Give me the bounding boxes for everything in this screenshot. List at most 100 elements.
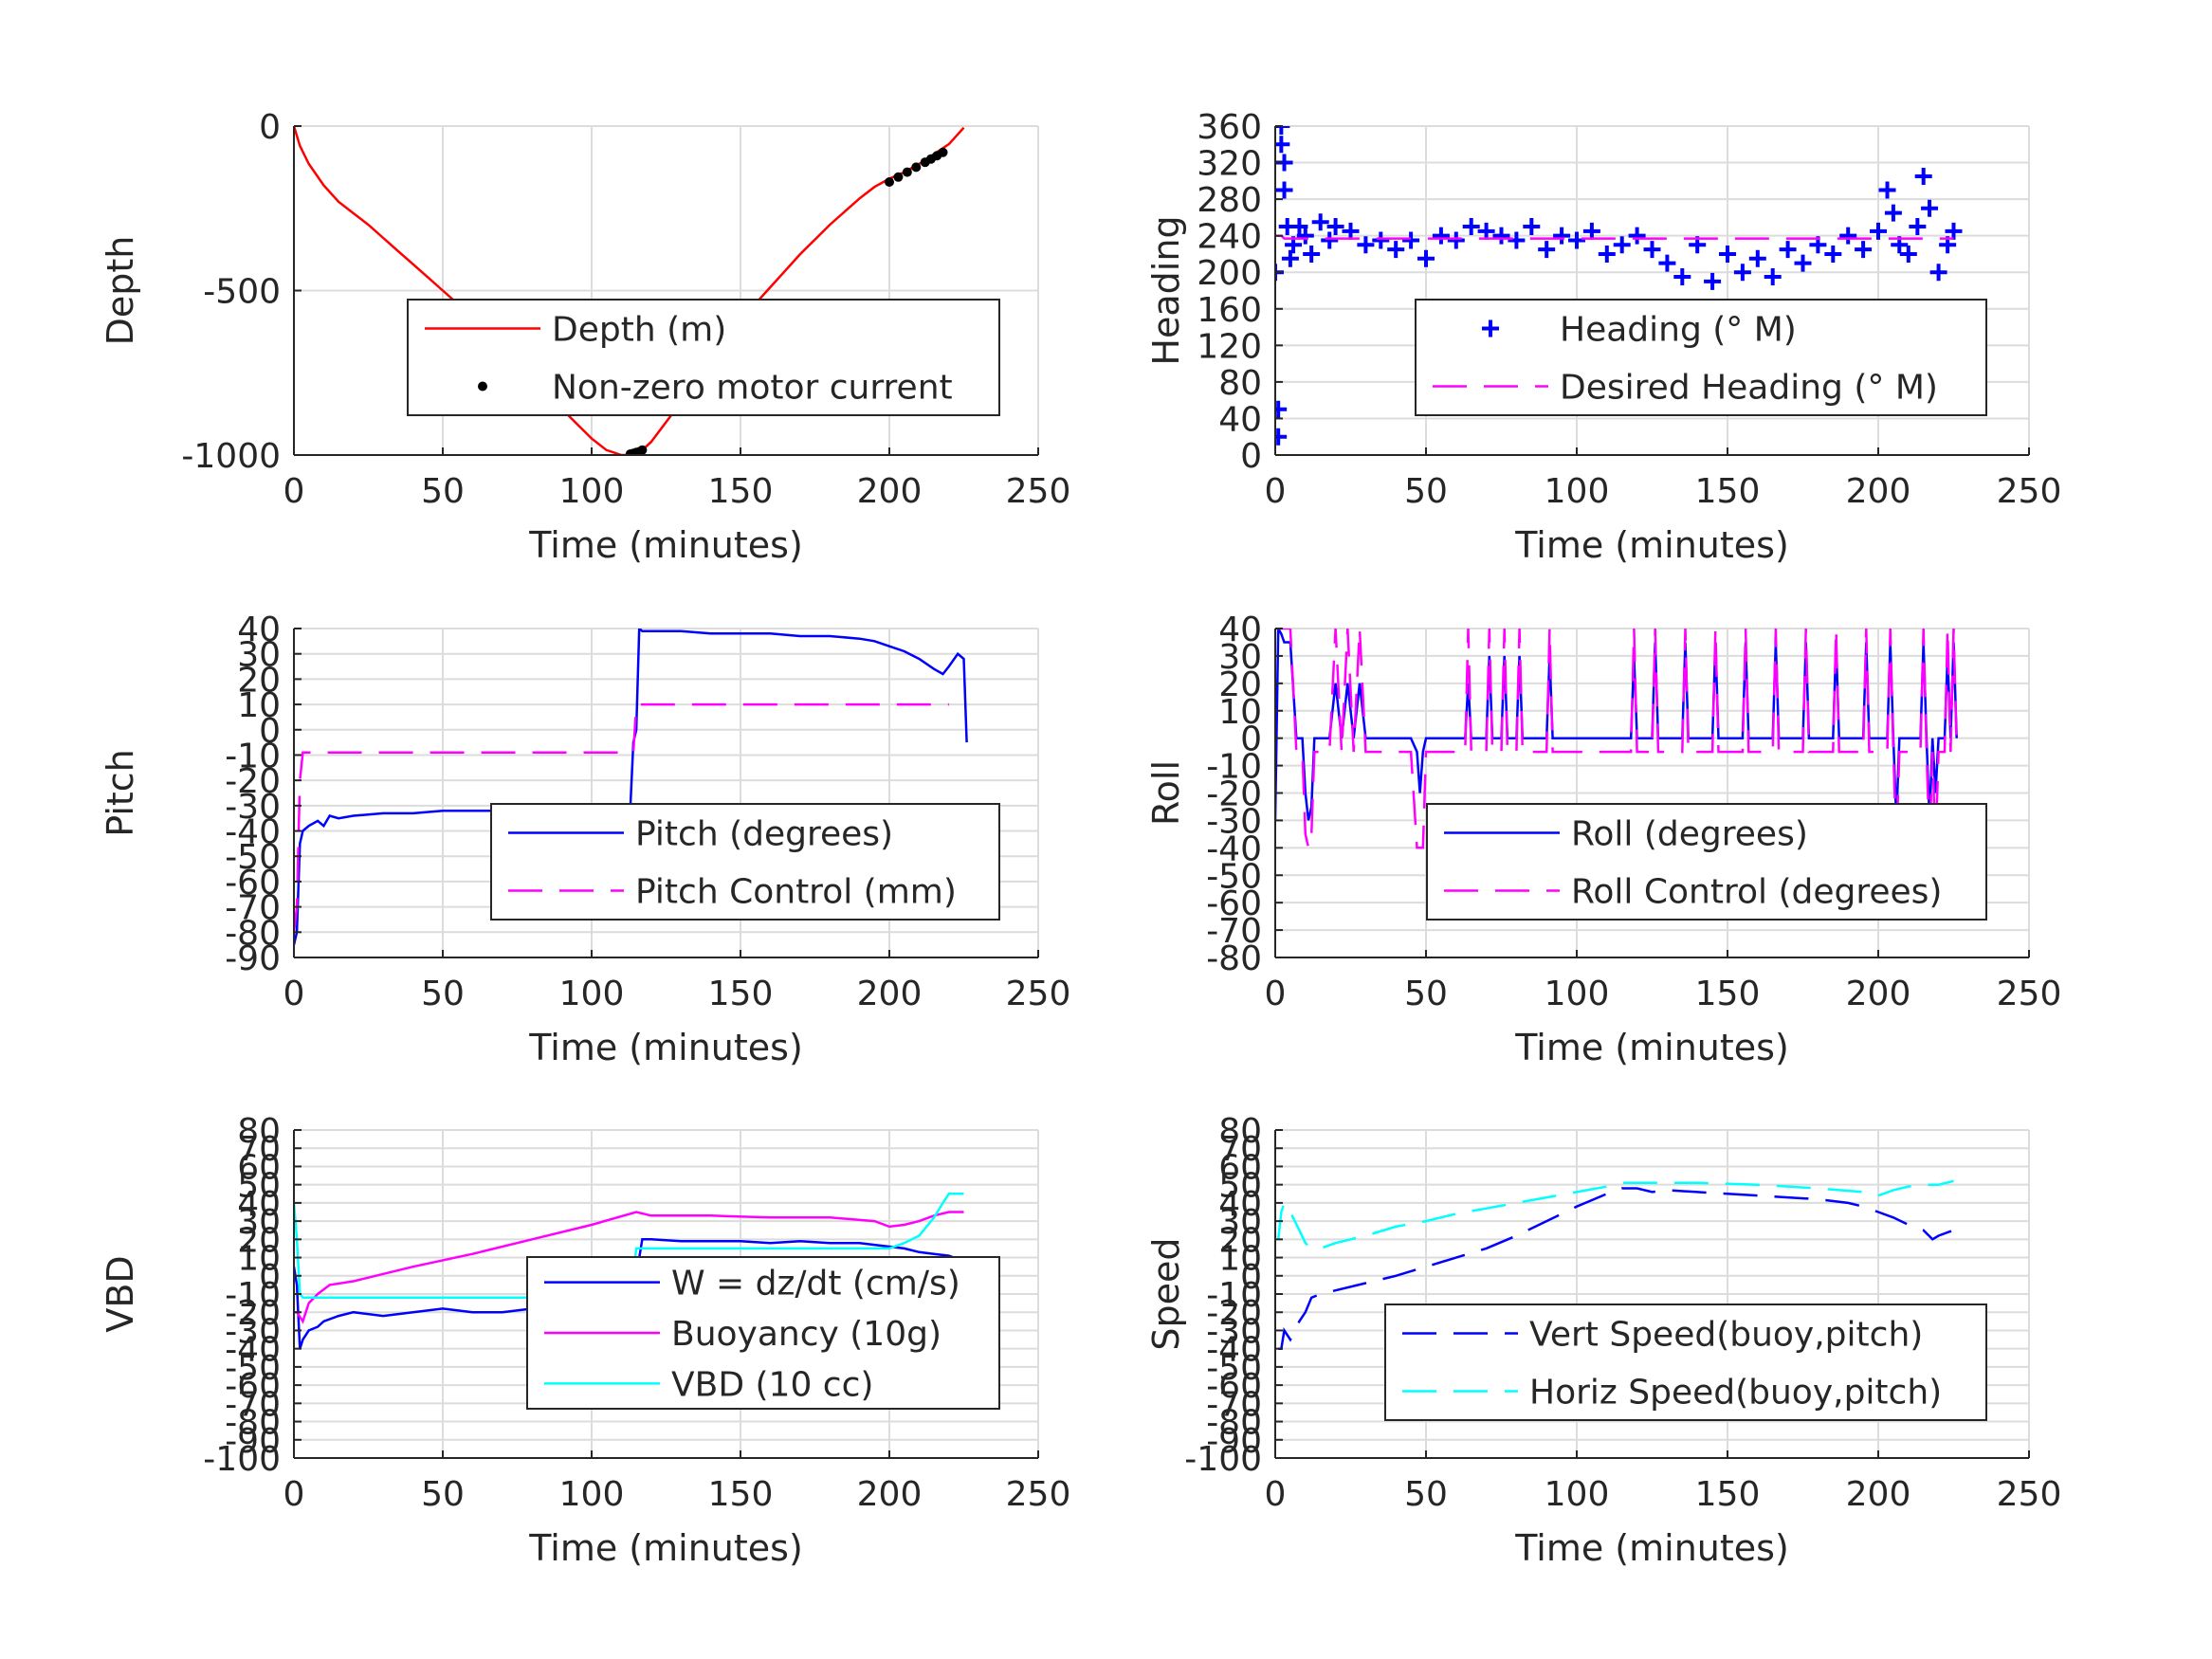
data-point: [1290, 218, 1308, 236]
y-tick-label: 30: [237, 636, 281, 675]
x-tick-label: 250: [1997, 975, 2062, 1013]
data-point: [1275, 181, 1293, 199]
y-tick-label: -10: [1206, 748, 1262, 787]
x-tick-label: 200: [857, 975, 923, 1013]
x-tick-label: 200: [857, 1475, 923, 1514]
y-tick-label: 0: [259, 712, 281, 751]
data-point: [1839, 227, 1857, 245]
legend-label: Pitch Control (mm): [635, 873, 957, 912]
legend-marker: [478, 381, 487, 392]
x-tick-label: 250: [1997, 472, 2062, 511]
y-tick-label: -80: [225, 1404, 281, 1443]
x-tick-label: 150: [1695, 472, 1761, 511]
y-axis-label: VBD: [100, 1255, 141, 1332]
y-tick-label: -60: [225, 864, 281, 902]
data-point: [1326, 218, 1344, 236]
x-axis-label: Time (minutes): [1514, 1027, 1789, 1068]
y-tick-label: 50: [1218, 1167, 1262, 1206]
y-tick-label: 40: [237, 1185, 281, 1224]
speed-legend: Vert Speed(buoy,pitch) Horiz Speed(buoy,p…: [1384, 1304, 1987, 1421]
data-point: [1855, 241, 1873, 259]
y-tick-label: -70: [1206, 912, 1262, 951]
data-point: [911, 162, 922, 173]
y-tick-label: -50: [225, 1349, 281, 1388]
data-point: [893, 172, 904, 182]
y-tick-label: 10: [237, 1240, 281, 1279]
y-tick-label: 0: [1240, 437, 1262, 476]
data-point: [885, 176, 894, 187]
data-point: [1432, 227, 1450, 245]
data-point: [1921, 199, 1939, 217]
data-point: [1417, 249, 1435, 267]
legend-label: Non-zero motor current: [552, 369, 953, 408]
y-tick-label: 80: [1218, 1112, 1262, 1151]
legend-label: VBD (10 cc): [671, 1365, 873, 1404]
y-tick-label: -50: [225, 838, 281, 877]
y-tick-label: 10: [237, 686, 281, 725]
depth-series-0-line: [294, 126, 965, 455]
y-tick-label: -40: [1206, 1331, 1262, 1370]
y-tick-label: -60: [1206, 884, 1262, 923]
data-point: [1402, 231, 1420, 249]
pitch-chart: 0 50 100 150 200 250-90-80-70-60-50-40-30-20-…: [100, 611, 1070, 1068]
x-tick-label: 50: [1404, 975, 1448, 1013]
y-tick-label: -70: [225, 1385, 281, 1424]
x-tick-label: 100: [559, 975, 625, 1013]
y-tick-label: -10: [225, 1276, 281, 1315]
x-tick-label: 250: [1006, 1475, 1071, 1514]
data-point: [1387, 241, 1405, 259]
x-axis-label: Time (minutes): [1514, 524, 1789, 566]
pitch-series-group: [294, 629, 968, 945]
x-tick-label: 0: [1265, 975, 1287, 1013]
data-point: [1568, 231, 1585, 249]
y-tick-label: -20: [1206, 1294, 1262, 1333]
y-tick-label: 10: [1218, 1240, 1262, 1279]
x-tick-label: 0: [283, 975, 305, 1013]
y-tick-label: -50: [1206, 1349, 1262, 1388]
data-point: [1613, 236, 1631, 254]
y-tick-label: 30: [237, 1203, 281, 1242]
y-tick-label: 20: [237, 1221, 281, 1260]
data-point: [1870, 222, 1887, 240]
y-tick-label: 40: [1218, 400, 1262, 439]
y-tick-label: -1000: [181, 437, 281, 476]
x-tick-label: 100: [559, 472, 625, 511]
y-tick-label: -80: [1206, 939, 1262, 978]
data-point: [1462, 218, 1480, 236]
x-tick-label: 0: [283, 1475, 305, 1514]
roll-series-group: [1275, 629, 1958, 849]
x-tick-label: 150: [708, 975, 774, 1013]
y-tick-label: 0: [259, 108, 281, 147]
legend-label: Roll (degrees): [1571, 815, 1808, 854]
data-point: [1748, 249, 1766, 267]
y-tick-label: -50: [1206, 857, 1262, 896]
y-tick-label: -100: [203, 1440, 281, 1479]
y-tick-label: 60: [237, 1148, 281, 1187]
data-point: [1582, 222, 1600, 240]
y-tick-label: 280: [1197, 181, 1262, 220]
depth-legend: Depth (m) Non-zero motor current: [407, 299, 1000, 416]
y-axis-label: Speed: [1145, 1237, 1187, 1350]
y-tick-label: 20: [1218, 1221, 1262, 1260]
speed-series-group: [1276, 1179, 1954, 1350]
y-tick-label: 200: [1197, 254, 1262, 293]
x-tick-label: 150: [1695, 1475, 1761, 1514]
y-tick-label: 240: [1197, 218, 1262, 257]
x-tick-label: 200: [1846, 472, 1911, 511]
speed-series-0-line: [1278, 1187, 1954, 1350]
y-tick-label: -30: [1206, 802, 1262, 841]
y-tick-label: 20: [1218, 665, 1262, 704]
data-point: [1538, 241, 1556, 259]
y-tick-label: 360: [1197, 108, 1262, 147]
data-point: [1372, 231, 1390, 249]
x-tick-label: 250: [1006, 975, 1071, 1013]
x-tick-label: 200: [1846, 1475, 1911, 1514]
x-tick-label: 50: [421, 975, 465, 1013]
y-axis-label: Heading: [1145, 215, 1187, 365]
legend-label: Horiz Speed(buoy,pitch): [1529, 1374, 1942, 1413]
y-tick-label: -60: [1206, 1367, 1262, 1406]
legend-label: Roll Control (degrees): [1571, 873, 1942, 912]
roll-chart: 0 50 100 150 200 250-80-70-60-50-40-30-20-100…: [1145, 611, 2061, 1068]
x-tick-label: 100: [1545, 975, 1610, 1013]
legend-box: [1384, 1304, 1987, 1421]
